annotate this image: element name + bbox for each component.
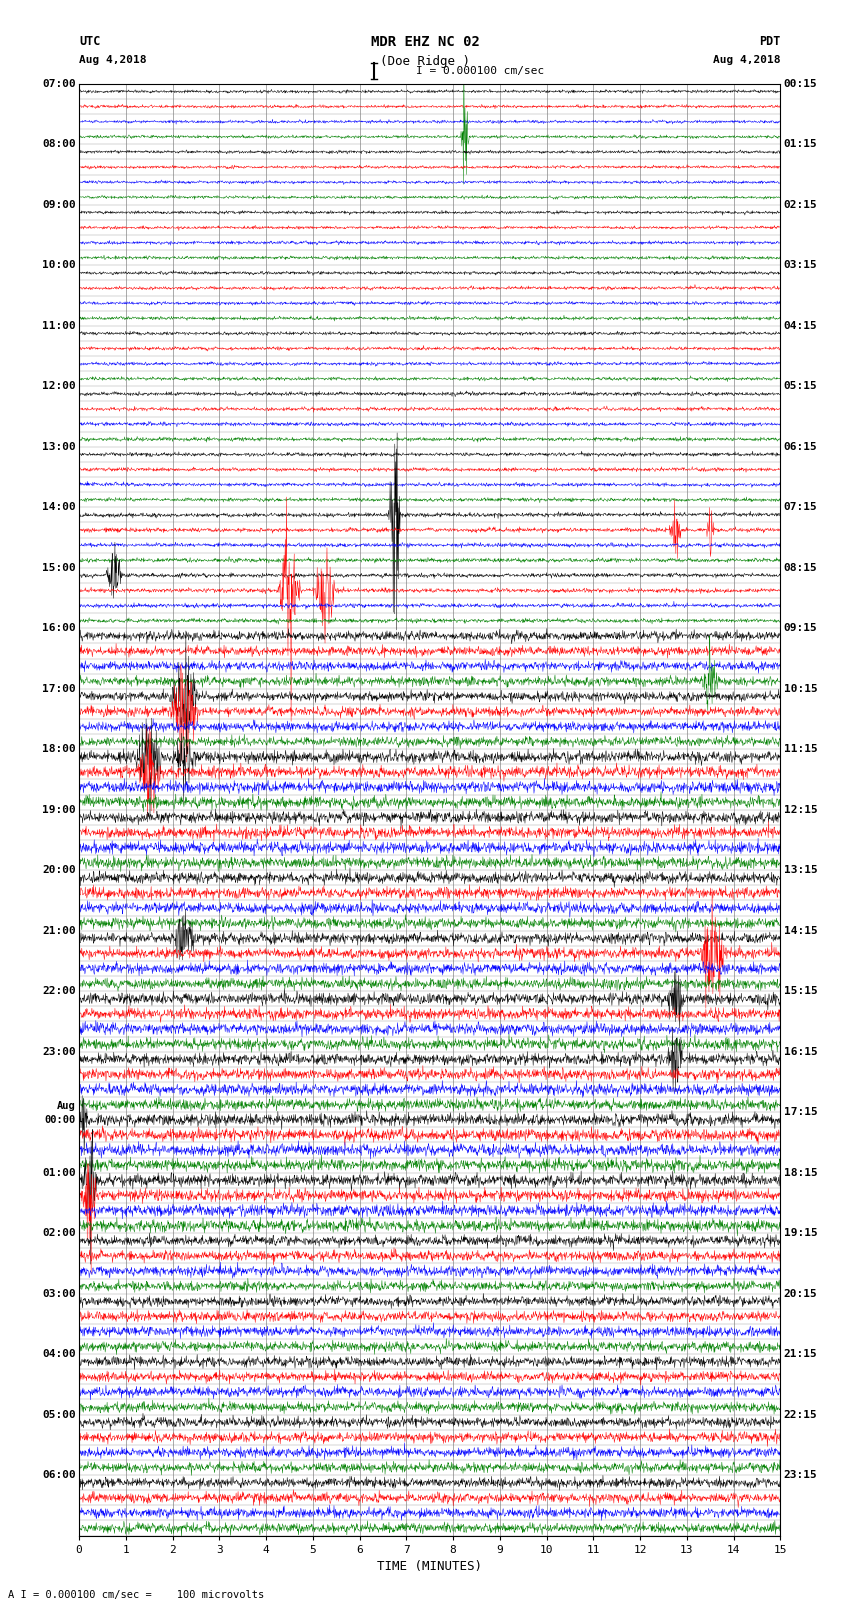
Text: 01:15: 01:15 [784,139,818,150]
Text: 15:15: 15:15 [784,986,818,997]
Text: 01:00: 01:00 [42,1168,76,1177]
Text: 14:00: 14:00 [42,502,76,513]
Text: 05:15: 05:15 [784,381,818,392]
Text: 10:15: 10:15 [784,684,818,694]
Text: 16:15: 16:15 [784,1047,818,1057]
Text: (Doe Ridge ): (Doe Ridge ) [380,55,470,68]
Text: 19:00: 19:00 [42,805,76,815]
Text: 19:15: 19:15 [784,1227,818,1239]
Text: 06:00: 06:00 [42,1469,76,1481]
Text: 22:00: 22:00 [42,986,76,997]
Text: 11:00: 11:00 [42,321,76,331]
Text: A I = 0.000100 cm/sec =    100 microvolts: A I = 0.000100 cm/sec = 100 microvolts [8,1590,264,1600]
Text: Aug: Aug [57,1100,76,1111]
Text: 07:15: 07:15 [784,502,818,513]
Text: Aug 4,2018: Aug 4,2018 [79,55,146,65]
Text: 13:15: 13:15 [784,865,818,876]
Text: 23:15: 23:15 [784,1469,818,1481]
Text: 05:00: 05:00 [42,1410,76,1419]
Text: 02:15: 02:15 [784,200,818,210]
Text: 17:00: 17:00 [42,684,76,694]
Text: 18:15: 18:15 [784,1168,818,1177]
Text: 20:15: 20:15 [784,1289,818,1298]
Text: I = 0.000100 cm/sec: I = 0.000100 cm/sec [416,66,545,76]
Text: 13:00: 13:00 [42,442,76,452]
Text: 12:15: 12:15 [784,805,818,815]
Text: 02:00: 02:00 [42,1227,76,1239]
Text: 11:15: 11:15 [784,744,818,755]
Text: 21:00: 21:00 [42,926,76,936]
Text: PDT: PDT [759,35,780,48]
Text: 08:00: 08:00 [42,139,76,150]
Text: 00:15: 00:15 [784,79,818,89]
Text: 00:00: 00:00 [44,1115,76,1126]
Text: 10:00: 10:00 [42,260,76,271]
Text: 16:00: 16:00 [42,623,76,634]
Text: 14:15: 14:15 [784,926,818,936]
Text: 12:00: 12:00 [42,381,76,392]
Text: 17:15: 17:15 [784,1107,818,1118]
Text: 21:15: 21:15 [784,1348,818,1360]
Text: UTC: UTC [79,35,100,48]
Text: 09:00: 09:00 [42,200,76,210]
Text: 23:00: 23:00 [42,1047,76,1057]
Text: 22:15: 22:15 [784,1410,818,1419]
Text: 03:00: 03:00 [42,1289,76,1298]
X-axis label: TIME (MINUTES): TIME (MINUTES) [377,1560,482,1573]
Text: MDR EHZ NC 02: MDR EHZ NC 02 [371,35,479,50]
Text: Aug 4,2018: Aug 4,2018 [713,55,780,65]
Text: 18:00: 18:00 [42,744,76,755]
Text: 08:15: 08:15 [784,563,818,573]
Text: 07:00: 07:00 [42,79,76,89]
Text: 15:00: 15:00 [42,563,76,573]
Text: 06:15: 06:15 [784,442,818,452]
Text: 09:15: 09:15 [784,623,818,634]
Text: 04:15: 04:15 [784,321,818,331]
Text: 20:00: 20:00 [42,865,76,876]
Text: 04:00: 04:00 [42,1348,76,1360]
Text: 03:15: 03:15 [784,260,818,271]
